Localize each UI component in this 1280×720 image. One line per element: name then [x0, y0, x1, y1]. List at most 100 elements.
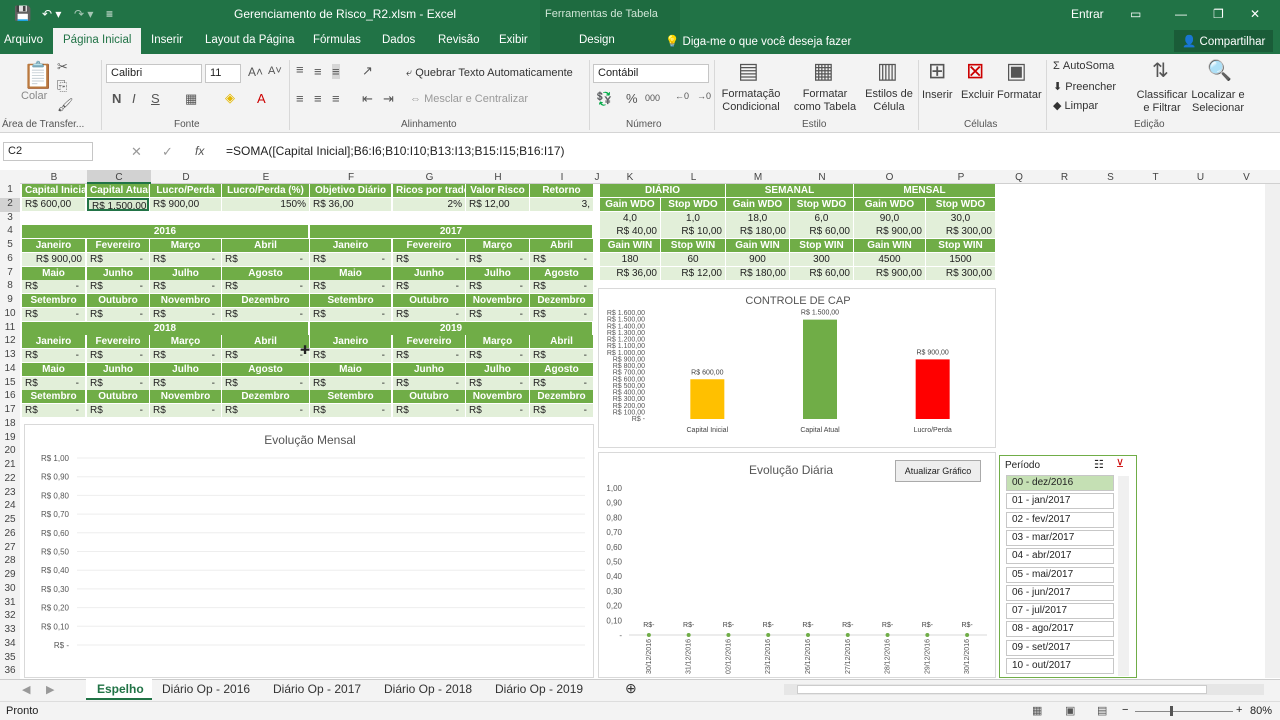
column-header[interactable]: N: [818, 172, 826, 183]
month-value[interactable]: R$: [150, 404, 221, 417]
clear-button[interactable]: ◆ Limpar: [1053, 99, 1098, 112]
month-value[interactable]: R$: [150, 280, 221, 294]
close-icon[interactable]: ✕: [1250, 7, 1261, 21]
row-header[interactable]: 3: [0, 211, 20, 226]
bar[interactable]: [803, 319, 837, 419]
tab-revisao[interactable]: Revisão: [438, 34, 480, 46]
month-value[interactable]: R$: [22, 280, 85, 294]
month-value[interactable]: R$: [310, 376, 391, 390]
row-header[interactable]: 29: [0, 569, 20, 583]
rt-value[interactable]: 1500: [926, 252, 995, 266]
rt-value[interactable]: R$ 180,00: [726, 225, 789, 239]
row-header[interactable]: 1: [0, 184, 20, 198]
name-box[interactable]: C2: [3, 142, 93, 161]
delete-cells-button[interactable]: Excluir: [961, 89, 995, 101]
data-point[interactable]: [965, 633, 970, 637]
month-value[interactable]: R$: [87, 376, 149, 390]
rt-value[interactable]: R$ 60,00: [790, 266, 853, 280]
value-cell[interactable]: R$ 600,00: [22, 197, 85, 211]
row-header[interactable]: 13: [0, 349, 20, 363]
prev-sheet-icon[interactable]: ◀: [22, 684, 31, 696]
rt-value[interactable]: 1,0: [661, 211, 725, 225]
undo-icon[interactable]: ↶ ▾: [42, 7, 62, 21]
ribbon-display-icon[interactable]: ▭: [1130, 7, 1142, 21]
paste-button[interactable]: Colar: [21, 90, 48, 102]
row-header[interactable]: 15: [0, 376, 20, 391]
tab-pagina-inicial[interactable]: Página Inicial: [53, 28, 142, 54]
row-header[interactable]: 34: [0, 637, 20, 652]
format-table-icon[interactable]: ▦: [813, 58, 834, 83]
zoom-thumb[interactable]: [1170, 706, 1173, 716]
row-header[interactable]: 33: [0, 624, 20, 638]
column-header[interactable]: K: [626, 172, 634, 183]
value-cell[interactable]: R$ 36,00: [310, 197, 391, 211]
align-top-icon[interactable]: ≡: [296, 62, 304, 77]
value-cell[interactable]: R$ 12,00: [466, 197, 529, 211]
month-value[interactable]: R$: [466, 252, 529, 266]
month-value[interactable]: R$: [222, 252, 309, 266]
slicer-item[interactable]: 01 - jan/2017: [1006, 493, 1114, 510]
rt-value[interactable]: 900: [726, 252, 789, 266]
increase-decimal-icon[interactable]: ←0: [675, 91, 690, 101]
month-value[interactable]: R$: [150, 376, 221, 390]
rt-value[interactable]: R$ 300,00: [926, 225, 995, 239]
save-icon[interactable]: 💾: [14, 5, 32, 21]
slicer-item[interactable]: 00 - dez/2016: [1006, 475, 1114, 491]
row-header[interactable]: 17: [0, 404, 20, 418]
row-header[interactable]: 25: [0, 514, 20, 528]
column-header[interactable]: V: [1243, 172, 1250, 183]
data-point[interactable]: [925, 633, 930, 637]
month-value[interactable]: R$: [466, 307, 529, 321]
rt-value[interactable]: 30,0: [926, 211, 995, 225]
delete-cells-icon[interactable]: ⊠: [966, 58, 985, 83]
column-header[interactable]: T: [1152, 172, 1159, 183]
month-value[interactable]: R$: [393, 280, 465, 294]
sheet-tab-2016[interactable]: Diário Op - 2016: [162, 682, 251, 696]
value-cell[interactable]: 150%: [222, 197, 309, 211]
row-header[interactable]: 23: [0, 486, 20, 501]
signin-link[interactable]: Entrar: [1071, 7, 1104, 21]
tab-inserir[interactable]: Inserir: [151, 34, 183, 46]
sheet-tab-2019[interactable]: Diário Op - 2019: [495, 682, 584, 696]
enter-icon[interactable]: ✓: [162, 144, 173, 159]
format-table-button[interactable]: Formatar como Tabela: [793, 88, 857, 113]
slicer-scrollbar[interactable]: [1118, 476, 1129, 676]
month-value[interactable]: R$: [22, 404, 85, 417]
increase-indent-icon[interactable]: ⇥: [383, 91, 394, 106]
slicer-item[interactable]: 08 - ago/2017: [1006, 621, 1114, 638]
cell-styles-icon[interactable]: ▥: [877, 58, 898, 83]
maximize-icon[interactable]: ❐: [1213, 7, 1224, 21]
column-header[interactable]: F: [347, 172, 355, 183]
insert-cells-button[interactable]: Inserir: [922, 89, 953, 101]
month-value[interactable]: R$: [222, 376, 309, 390]
font-color-icon[interactable]: A: [257, 91, 266, 106]
column-header[interactable]: B: [50, 172, 58, 183]
month-value[interactable]: R$: [150, 349, 221, 362]
month-value[interactable]: R$: [530, 252, 593, 266]
chart-controle-cap[interactable]: CONTROLE DE CAP R$ 1.600,00 R$ 1.500,00 R$…: [598, 288, 996, 448]
select-all-corner[interactable]: [0, 170, 20, 184]
format-painter-icon[interactable]: 🖌: [57, 97, 74, 112]
row-header[interactable]: 36: [0, 665, 20, 679]
month-value[interactable]: R$: [393, 349, 465, 362]
clear-filter-icon[interactable]: ⊻: [1116, 458, 1125, 470]
month-value[interactable]: R$: [22, 376, 85, 390]
row-header[interactable]: 30: [0, 582, 20, 597]
row-header[interactable]: 7: [0, 266, 20, 281]
month-value[interactable]: R$: [87, 252, 149, 266]
vertical-scrollbar[interactable]: [1265, 184, 1280, 678]
month-value[interactable]: R$: [222, 349, 309, 362]
row-header[interactable]: 12: [0, 335, 20, 349]
column-header[interactable]: R: [1060, 172, 1069, 183]
chart-evolucao-diaria[interactable]: Evolução Diária Atualizar Gráfico 1,00 0,…: [598, 452, 996, 678]
rt-value[interactable]: R$ 180,00: [726, 266, 789, 280]
month-value[interactable]: R$: [530, 280, 593, 294]
copy-icon[interactable]: ⎘: [57, 78, 68, 93]
rt-value[interactable]: R$ 900,00: [854, 225, 925, 239]
column-header[interactable]: P: [957, 172, 965, 183]
month-value[interactable]: R$: [222, 307, 309, 321]
data-point[interactable]: [766, 633, 771, 637]
tab-formulas[interactable]: Fórmulas: [313, 34, 361, 46]
tab-layout[interactable]: Layout da Página: [205, 34, 295, 46]
rt-value[interactable]: R$ 900,00: [854, 266, 925, 280]
